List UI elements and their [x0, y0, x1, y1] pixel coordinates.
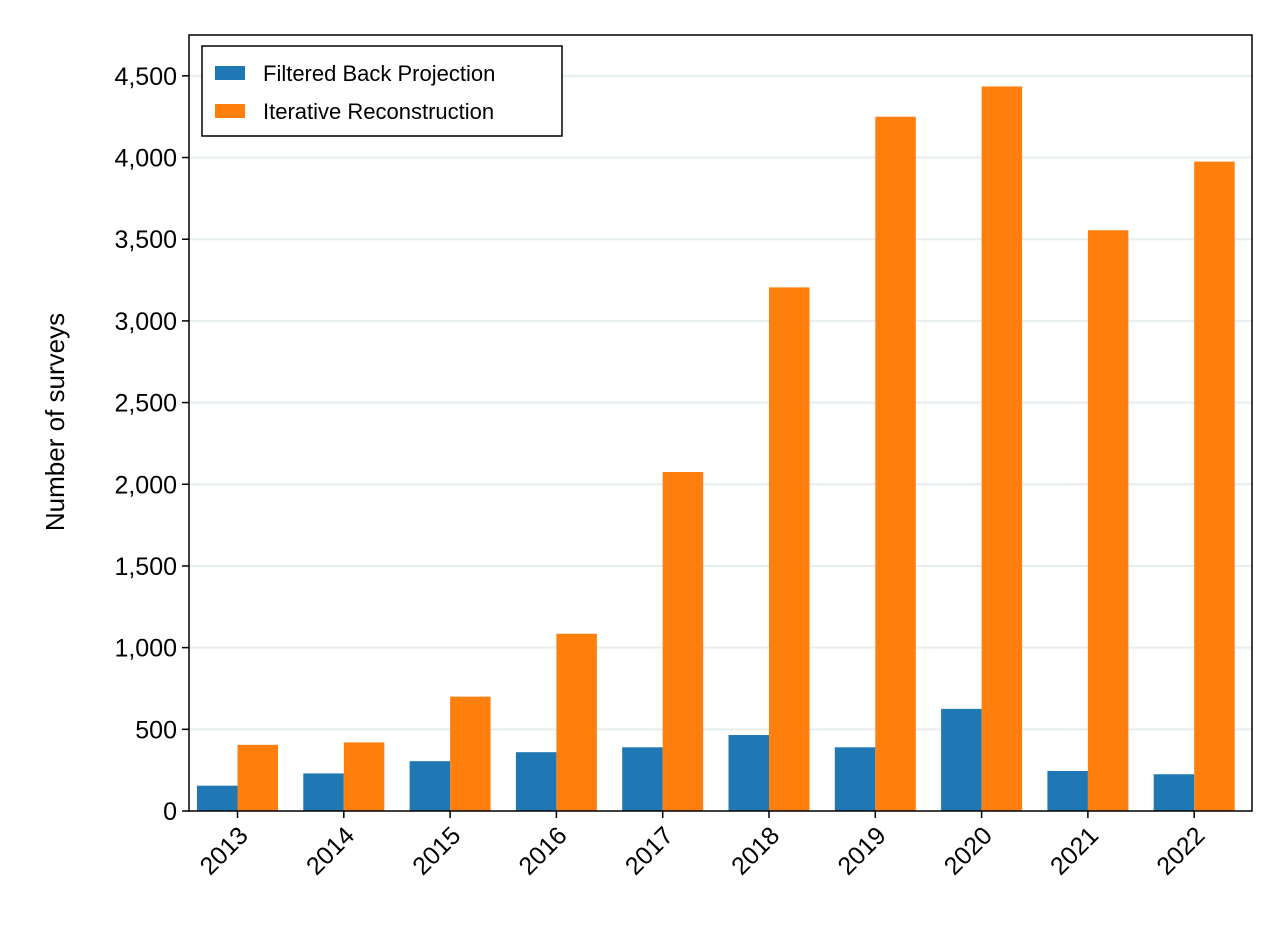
x-tick-label: 2022 [1151, 821, 1210, 880]
bar-fbp-2018 [728, 735, 769, 811]
bar-ir-2020 [981, 86, 1023, 811]
bar-fbp-2015 [409, 761, 451, 811]
x-tick-label: 2014 [301, 821, 360, 880]
legend-label: Filtered Back Projection [263, 61, 495, 86]
bar-ir-2019 [875, 116, 916, 812]
bar-ir-2018 [769, 287, 810, 812]
bar-fbp-2016 [515, 752, 557, 811]
bar-fbp-2019 [834, 747, 876, 811]
legend-box [201, 45, 563, 137]
x-tick-label: 2013 [195, 821, 254, 880]
plot-frame [188, 34, 1253, 812]
bar-fbp-2021 [1047, 770, 1088, 811]
gridlines [189, 74, 1252, 731]
y-tick-label: 4,000 [114, 145, 177, 173]
bar-fbp-2017 [622, 747, 663, 811]
bars-group [197, 86, 1235, 812]
x-tick-label: 2016 [514, 821, 573, 880]
bar-fbp-2014 [303, 773, 344, 811]
legend-swatch [215, 66, 245, 80]
bar-fbp-2020 [941, 708, 982, 811]
legend: Filtered Back Projection Iterative Recons… [201, 45, 563, 137]
x-tick-label: 2019 [832, 821, 891, 880]
y-tick-label: 1,000 [114, 635, 177, 663]
y-tick-label: 2,500 [114, 390, 177, 418]
y-tick-label: 1,500 [114, 553, 177, 581]
x-tick-label: 2015 [407, 821, 466, 880]
y-axis-title: Number of surveys [40, 313, 70, 531]
bar-fbp-2022 [1153, 774, 1195, 811]
bar-ir-2014 [343, 742, 385, 811]
bar-ir-2022 [1194, 161, 1235, 811]
y-tick-label: 3,500 [114, 226, 177, 254]
y-tick-label: 2,000 [114, 471, 177, 499]
y-tick-label: 4,500 [114, 63, 177, 91]
bar-ir-2017 [662, 472, 704, 811]
y-axis-ticks: 0 500 1,000 1,500 2,000 2,500 3,000 3,500 4,000 4… [114, 63, 189, 826]
x-tick-label: 2020 [939, 821, 998, 880]
x-tick-label: 2021 [1045, 821, 1104, 880]
bar-fbp-2013 [197, 785, 238, 811]
x-axis-ticks: 2013 2014 2015 2016 2017 2018 2019 2020 2021 2022 [195, 811, 1210, 881]
bar-ir-2015 [450, 696, 491, 811]
legend-swatch [215, 104, 245, 118]
y-tick-label: 0 [163, 798, 177, 826]
bar-ir-2016 [556, 633, 597, 811]
bar-ir-2021 [1087, 230, 1129, 811]
y-tick-label: 3,000 [114, 308, 177, 336]
bar-ir-2013 [237, 744, 278, 811]
legend-label: Iterative Reconstruction [263, 99, 494, 124]
y-tick-label: 500 [135, 716, 177, 744]
x-tick-label: 2018 [726, 821, 785, 880]
x-tick-label: 2017 [620, 821, 679, 880]
